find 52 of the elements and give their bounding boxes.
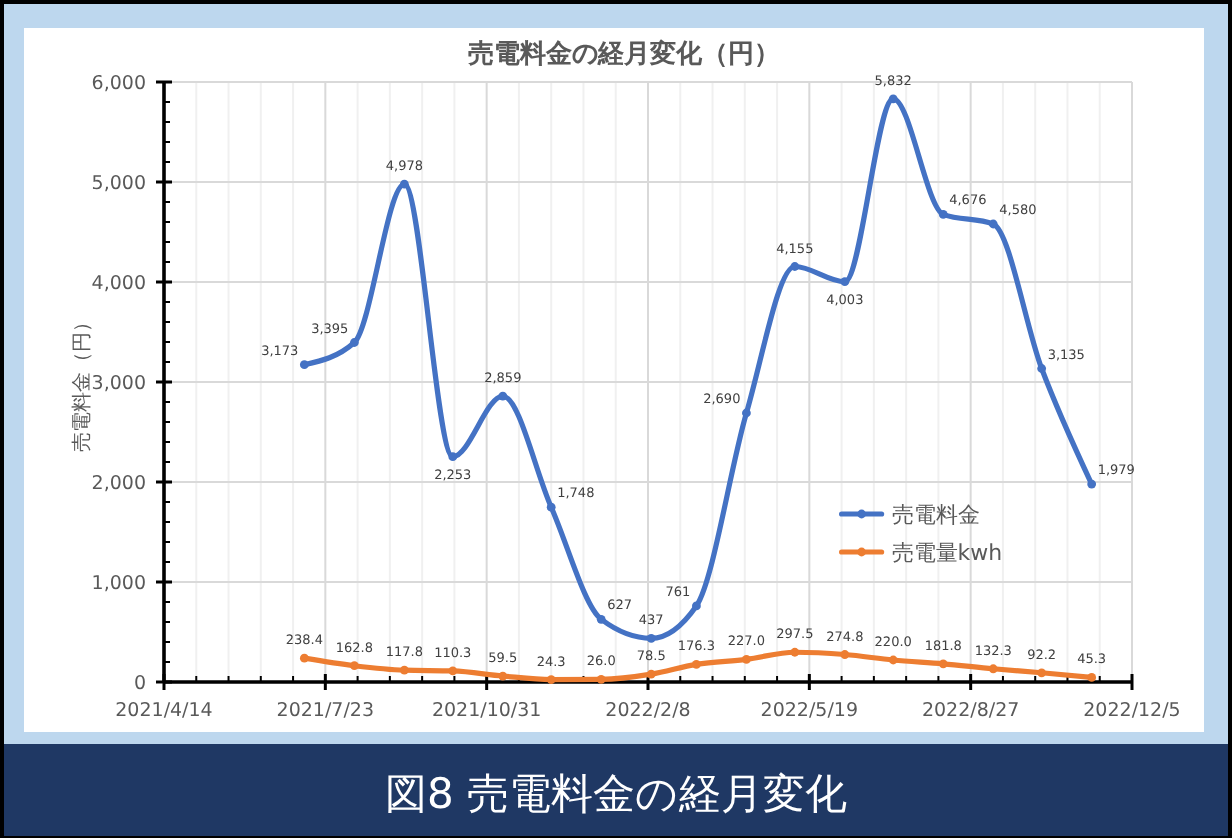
y-tick-label: 5,000	[91, 173, 146, 195]
point	[1087, 673, 1097, 682]
point	[692, 601, 701, 611]
point	[498, 391, 508, 401]
point	[399, 665, 409, 675]
point	[938, 659, 948, 669]
point	[646, 633, 656, 643]
x-tick-label: 2022/2/8	[605, 700, 691, 722]
x-tick-label: 2022/12/5	[1083, 700, 1181, 722]
point	[840, 277, 850, 287]
y-tick-label: 3,000	[91, 373, 146, 395]
point	[1037, 364, 1047, 373]
y-tick-label: 4,000	[91, 273, 146, 295]
point	[596, 614, 606, 624]
point	[988, 219, 998, 229]
point	[840, 650, 850, 659]
x-tick-label: 2022/8/27	[921, 700, 1020, 722]
point	[1037, 668, 1047, 678]
chart-title: 売電料金の経月変化（円）	[468, 38, 780, 70]
x-tick-label: 2021/7/23	[276, 700, 375, 722]
point	[790, 262, 800, 271]
point	[742, 654, 751, 664]
point	[349, 338, 359, 347]
point	[742, 408, 751, 418]
point	[498, 671, 508, 681]
legend-label: 売電料金	[891, 502, 980, 528]
point	[349, 661, 359, 671]
y-tick-label: 1,000	[91, 573, 146, 595]
point	[299, 653, 309, 663]
point	[888, 94, 898, 104]
x-tick-label: 2021/4/14	[115, 700, 213, 722]
point	[1087, 479, 1097, 489]
point	[790, 647, 800, 657]
x-tick-label: 2022/5/19	[760, 700, 859, 722]
point	[596, 675, 606, 684]
point	[299, 360, 309, 370]
point	[399, 179, 409, 189]
y-tick-label: 6,000	[91, 73, 146, 95]
point	[448, 452, 458, 462]
point	[546, 502, 556, 512]
point	[988, 664, 998, 674]
point	[692, 659, 701, 669]
y-tick-label: 0	[133, 673, 146, 695]
y-tick-label: 2,000	[91, 473, 146, 495]
point	[888, 655, 898, 665]
y-axis-title: 売電料金（円）	[70, 312, 94, 452]
point	[646, 669, 656, 679]
point	[448, 666, 458, 676]
caption: 図8 売電料金の経月変化	[384, 770, 848, 818]
legend-label: 売電量kwh	[891, 540, 1003, 566]
point	[938, 210, 948, 219]
x-tick-label: 2021/10/31	[431, 700, 542, 722]
